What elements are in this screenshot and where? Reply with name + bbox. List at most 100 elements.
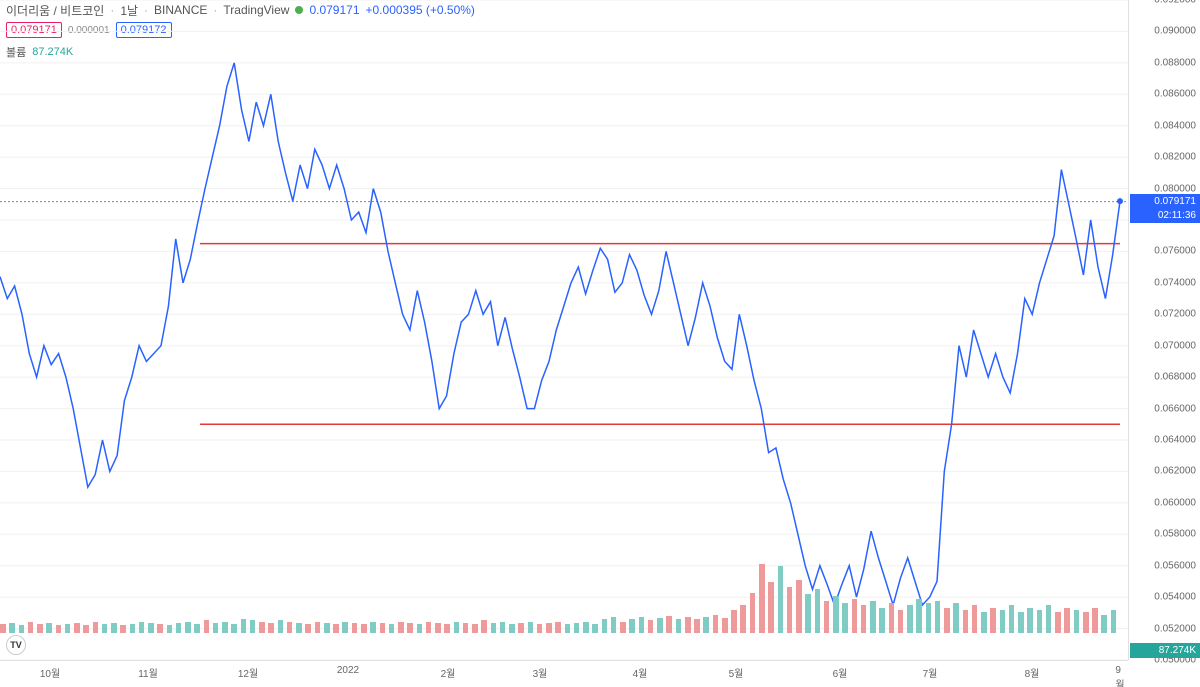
volume-bar (93, 622, 99, 634)
volume-bar (1009, 605, 1015, 633)
volume-bar (500, 622, 506, 634)
volume-bar (1055, 612, 1061, 633)
volume-bar (907, 605, 913, 633)
volume-bar (65, 624, 71, 633)
volume-bar (444, 624, 450, 633)
volume-axis-tag: 87.274K (1130, 643, 1200, 658)
x-tick-label: 2022 (337, 665, 359, 676)
volume-bar (287, 622, 293, 634)
volume-bar (296, 623, 302, 633)
x-tick-label: 9월 (1115, 665, 1124, 687)
volume-bar (157, 624, 163, 633)
x-tick-label: 11월 (138, 665, 158, 680)
volume-bar (120, 625, 126, 633)
y-tick-label: 0.070000 (1154, 340, 1196, 351)
countdown-tag: 02:11:36 (1130, 208, 1200, 223)
volume-bar (83, 625, 89, 633)
x-tick-label: 3월 (533, 665, 548, 680)
y-tick-label: 0.076000 (1154, 246, 1196, 257)
tradingview-chart[interactable]: 이더리움 / 비트코인 · 1날 · BINANCE · TradingView… (0, 0, 1200, 687)
volume-bar (731, 610, 737, 633)
volume-bar (602, 619, 608, 633)
volume-bar (518, 623, 524, 633)
y-tick-label: 0.092000 (1154, 0, 1196, 6)
volume-bar (1074, 610, 1080, 633)
y-tick-label: 0.056000 (1154, 560, 1196, 571)
volume-bar (1037, 610, 1043, 633)
volume-bar (74, 623, 80, 633)
volume-bar (916, 599, 922, 634)
volume-bar (944, 608, 950, 633)
volume-bar (259, 622, 265, 634)
volume-bar (407, 623, 413, 633)
chart-plot-area[interactable] (0, 0, 1128, 660)
volume-bar (398, 622, 404, 634)
volume-bar (926, 603, 932, 633)
volume-bar (528, 622, 534, 634)
volume-bar (9, 623, 15, 633)
y-tick-label: 0.066000 (1154, 403, 1196, 414)
volume-bar (0, 624, 6, 633)
volume-bar (805, 594, 811, 633)
volume-bar (824, 601, 830, 633)
volume-bar (472, 624, 478, 633)
volume-bar (759, 564, 765, 633)
x-tick-label: 6월 (833, 665, 848, 680)
volume-bar (1101, 615, 1107, 633)
y-tick-label: 0.090000 (1154, 26, 1196, 37)
y-tick-label: 0.086000 (1154, 89, 1196, 100)
volume-bar (454, 622, 460, 634)
volume-bar (537, 624, 543, 633)
volume-bar (139, 622, 145, 634)
y-tick-label: 0.060000 (1154, 497, 1196, 508)
volume-bar (611, 617, 617, 633)
volume-bar (648, 620, 654, 633)
x-axis[interactable]: 10월11월12월20222월3월4월5월6월7월8월9월 (0, 660, 1128, 687)
x-tick-label: 8월 (1025, 665, 1040, 680)
volume-bar (333, 624, 339, 633)
volume-bar (990, 608, 996, 633)
volume-bar (898, 610, 904, 633)
volume-bar (463, 623, 469, 633)
volume-bar (879, 608, 885, 633)
volume-bar (315, 622, 321, 634)
volume-bar (417, 624, 423, 633)
y-tick-label: 0.074000 (1154, 277, 1196, 288)
volume-bar (546, 623, 552, 633)
y-axis[interactable]: 0.0920000.0900000.0880000.0860000.084000… (1128, 0, 1200, 660)
volume-bar (342, 622, 348, 634)
volume-bar (130, 624, 136, 633)
x-tick-label: 5월 (729, 665, 744, 680)
volume-bar (796, 580, 802, 633)
volume-bar (583, 622, 589, 634)
volume-bar (102, 624, 108, 633)
volume-bar (787, 587, 793, 633)
volume-bar (389, 624, 395, 633)
tradingview-logo-icon[interactable]: TV (6, 635, 26, 655)
volume-bar (435, 623, 441, 633)
volume-bar (426, 622, 432, 634)
volume-bar (1018, 612, 1024, 633)
x-tick-label: 4월 (633, 665, 648, 680)
volume-bar (167, 625, 173, 633)
volume-bar (305, 624, 311, 633)
volume-bar (768, 582, 774, 633)
volume-bar (222, 622, 228, 634)
volume-bar (204, 620, 210, 633)
volume-bar (1092, 608, 1098, 633)
volume-bar (37, 624, 43, 633)
volume-bar (620, 622, 626, 634)
y-tick-label: 0.082000 (1154, 152, 1196, 163)
volume-bar (1083, 612, 1089, 633)
volume-bar (555, 622, 561, 634)
volume-bar (370, 622, 376, 634)
volume-bar (176, 623, 182, 633)
volume-bar (639, 617, 645, 633)
volume-bar (953, 603, 959, 633)
volume-bar (268, 623, 274, 633)
volume-bar (842, 603, 848, 633)
volume-bar (778, 566, 784, 633)
y-tick-label: 0.052000 (1154, 623, 1196, 634)
volume-bar (46, 623, 52, 633)
volume-bar (861, 605, 867, 633)
